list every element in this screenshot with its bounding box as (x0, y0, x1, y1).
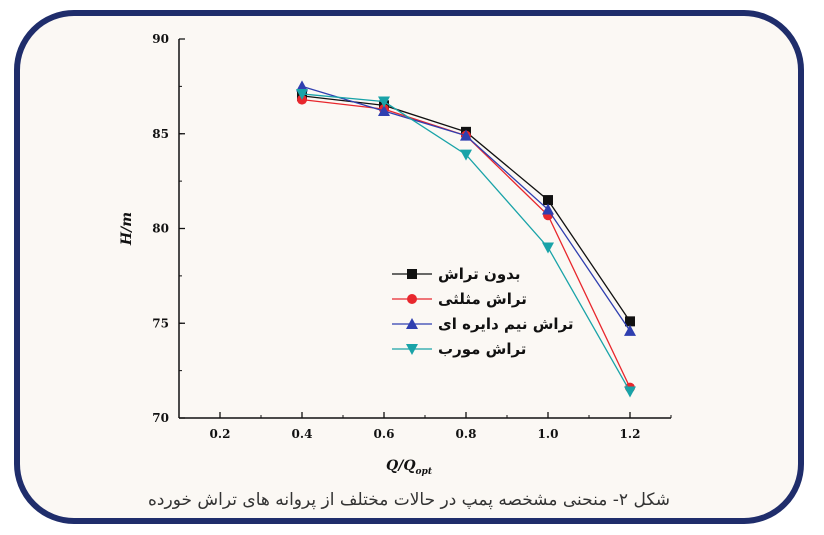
y-tick-label: 75 (152, 316, 169, 330)
data-point (542, 203, 554, 215)
data-point (460, 129, 472, 141)
x-tick-label: 0.2 (210, 427, 231, 441)
legend-marker (407, 269, 417, 279)
y-tick-label: 70 (152, 411, 169, 425)
figure-frame: 0.2 0.4 0.6 0.8 1.0 1.2 70 75 80 85 90 بدون تراش تر… (14, 10, 804, 524)
y-tick-label: 80 (152, 222, 169, 236)
data-point (543, 195, 553, 206)
data-point (624, 386, 636, 398)
series-2 (296, 80, 636, 336)
figure-caption: شکل ۲- منحنی مشخصه پمپ در حالات مختلف از… (148, 490, 670, 510)
x-tick-label: 0.6 (374, 427, 395, 441)
data-point (296, 80, 308, 92)
legend-marker (406, 318, 418, 329)
legend-entry-0: بدون تراش (392, 265, 520, 283)
legend-entry-2: تراش نیم دایره ای (392, 315, 574, 333)
x-tick-label: 0.8 (456, 427, 477, 441)
chart-series (296, 80, 636, 398)
legend-marker (406, 344, 418, 355)
legend-label: تراش مورب (438, 340, 526, 358)
legend-label: بدون تراش (438, 265, 520, 283)
x-axis-label: Q/Qopt (386, 458, 433, 477)
pump-curve-chart: 0.2 0.4 0.6 0.8 1.0 1.2 70 75 80 85 90 بدون تراش تر… (119, 32, 672, 477)
data-point (542, 242, 554, 254)
legend-entry-1: تراش مثلثی (392, 290, 527, 308)
x-axis-label-subscript: opt (416, 467, 433, 477)
x-tick-label: 1.0 (538, 427, 559, 441)
chart-axes: 0.2 0.4 0.6 0.8 1.0 1.2 70 75 80 85 90 (152, 32, 672, 441)
data-point (624, 324, 636, 336)
legend-label: تراش مثلثی (438, 290, 527, 308)
y-tick-label: 85 (152, 127, 169, 141)
data-point (378, 96, 390, 108)
data-point (378, 105, 390, 117)
legend-label: تراش نیم دایره ای (438, 315, 574, 333)
legend-marker (407, 294, 417, 304)
y-axis-label: H/m (119, 212, 135, 246)
chart-legend: بدون تراش تراش مثلثی تراش نیم دایره ای تراش… (392, 265, 574, 358)
x-tick-label: 0.4 (292, 427, 313, 441)
data-point (460, 149, 472, 161)
legend-entry-3: تراش مورب (392, 340, 526, 358)
x-tick-label: 1.2 (620, 427, 641, 441)
data-point (296, 88, 308, 100)
series-3 (296, 88, 636, 398)
y-tick-label: 90 (152, 32, 169, 46)
x-axis-label-main: Q/Q (386, 458, 416, 474)
data-point (625, 316, 635, 327)
